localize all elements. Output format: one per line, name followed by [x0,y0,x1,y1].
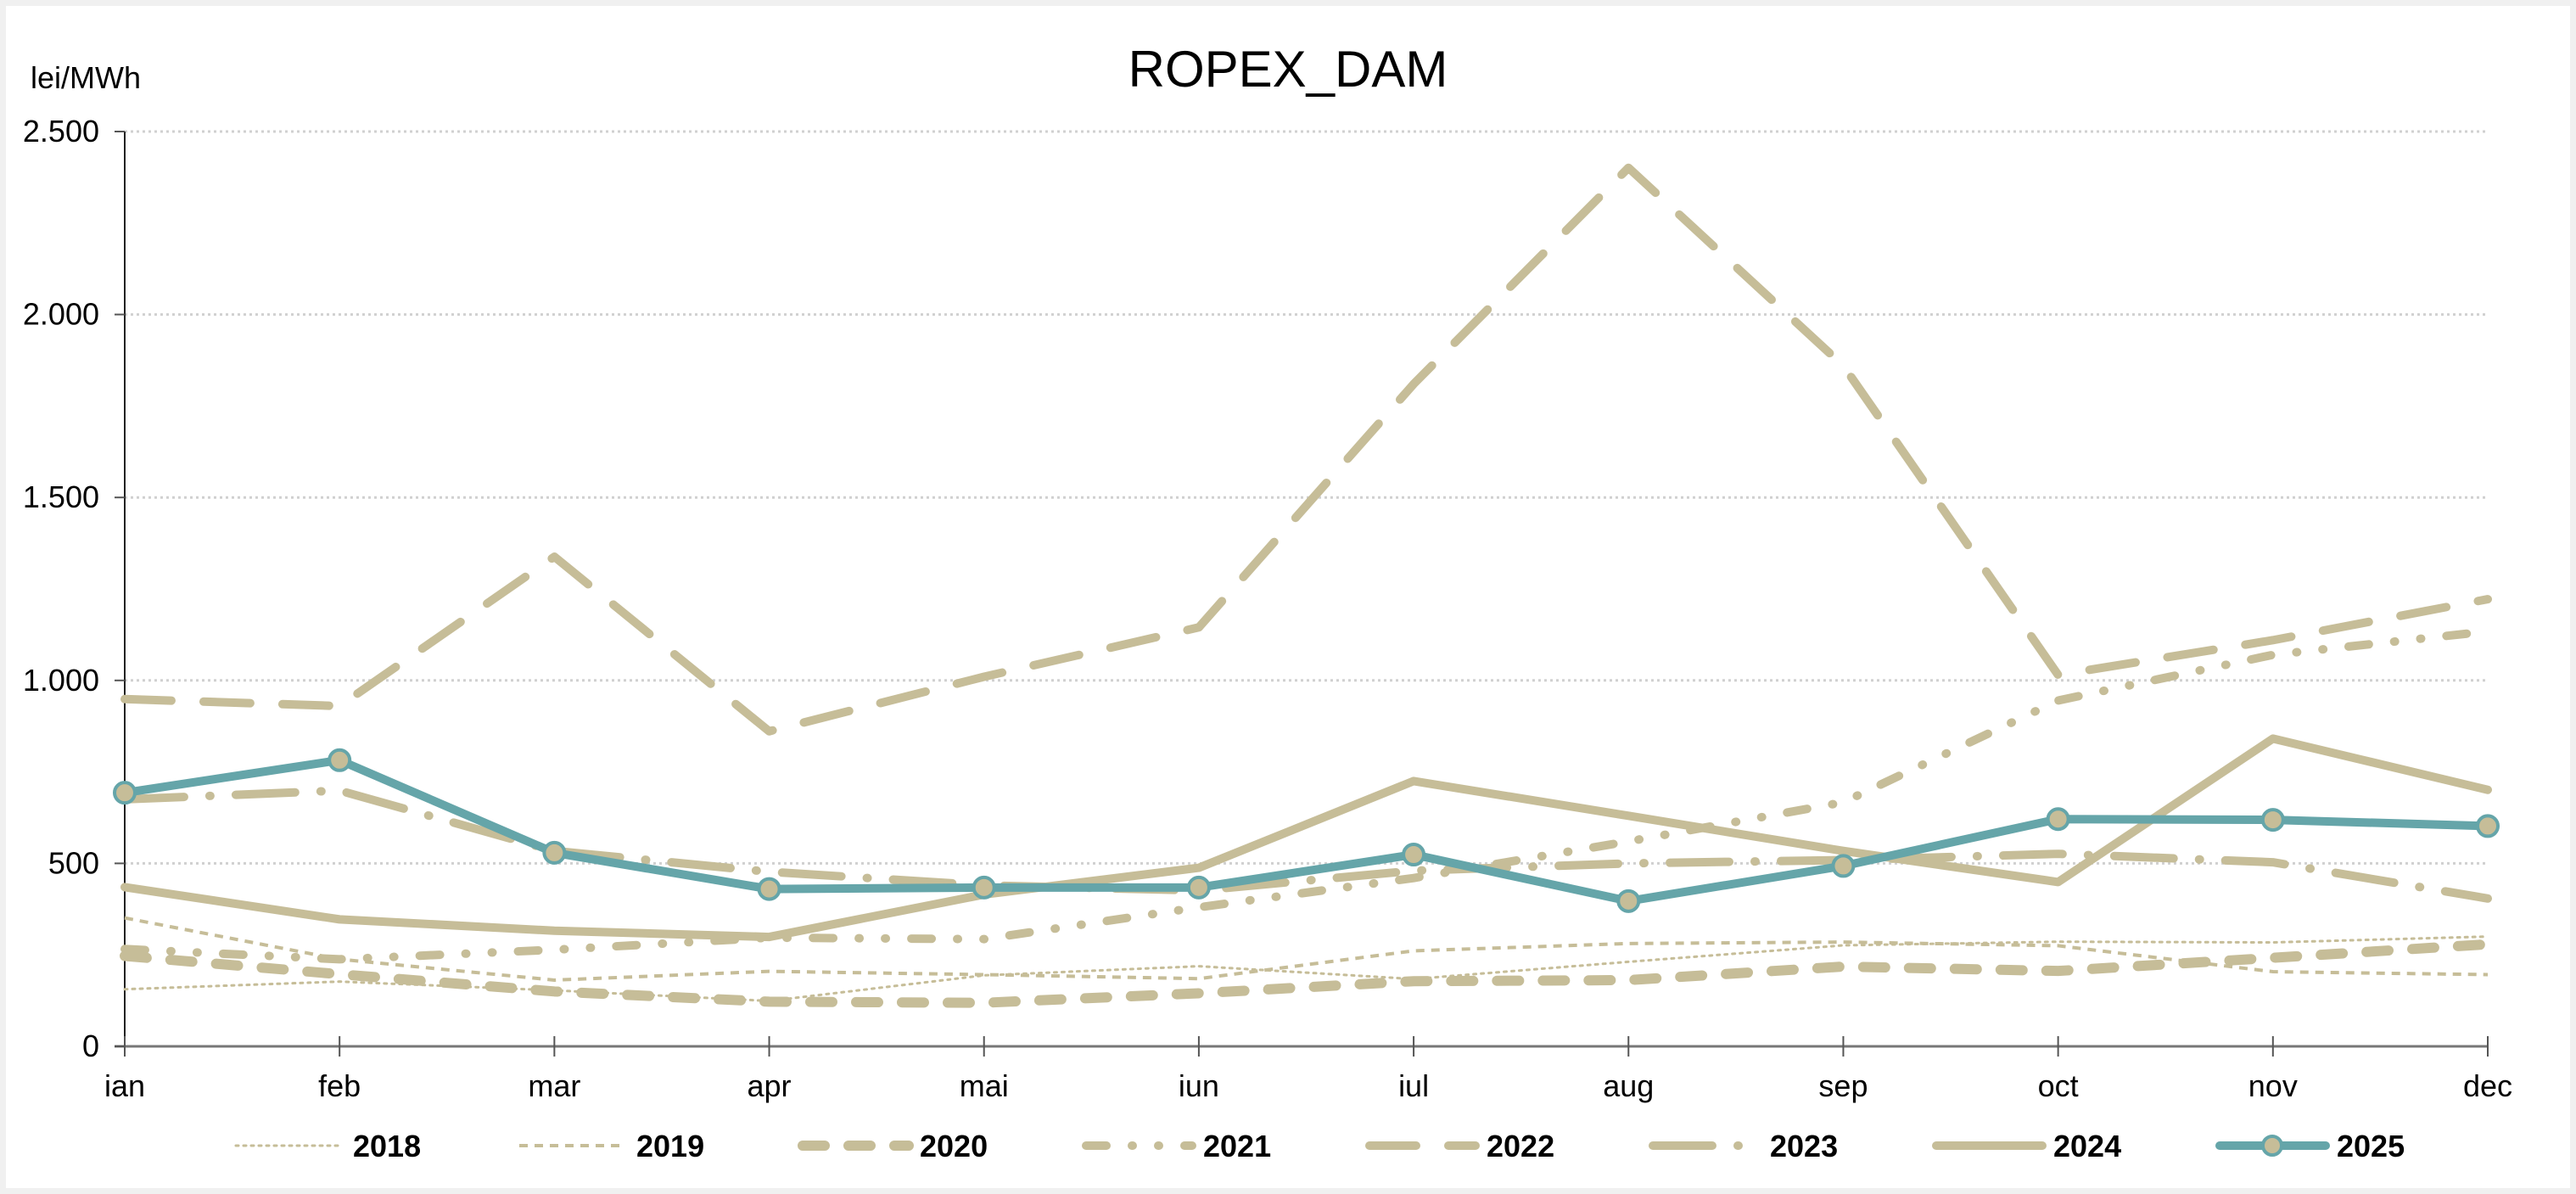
x-tick-label: ian [104,1068,145,1103]
series-2024 [120,734,2492,942]
series-line-2020 [120,939,2493,1008]
series-line-2021 [120,627,2492,964]
legend-item-2024: 2024 [1932,1129,2121,1163]
x-axis-ticks: ian feb mar apr mai iun iul aug sep oct nov dec [104,1036,2512,1103]
x-tick-label: aug [1603,1068,1654,1103]
data-point-2025 [2260,808,2285,832]
legend-label-2020: 2020 [920,1129,988,1163]
y-tick-label: 0 [82,1029,99,1063]
y-axis-unit-label: lei/MWh [31,60,141,95]
legend-label-2018: 2018 [353,1129,421,1163]
y-tick-label: 2.000 [23,297,99,332]
series-2023 [120,786,2492,903]
data-point-2025 [328,748,352,772]
legend-label-2024: 2024 [2053,1129,2121,1163]
gridlines [125,130,2488,865]
data-point-2025 [1186,875,1211,900]
x-tick-label: iun [1179,1068,1219,1103]
series-2022 [120,163,2492,736]
legend-item-2023: 2023 [1649,1129,1838,1163]
series-line-2023 [120,786,2492,903]
data-point-2025 [2476,814,2500,838]
data-point-2025 [2046,807,2070,832]
series-2020 [120,939,2493,1008]
y-tick-label: 500 [48,845,99,880]
series-line-2024 [120,734,2492,942]
legend-label-2022: 2022 [1487,1129,1554,1163]
x-tick-label: mar [528,1068,580,1103]
legend-label-2019: 2019 [636,1129,704,1163]
series-2018 [123,935,2489,1003]
legend-label-2025: 2025 [2337,1129,2405,1163]
data-point-2025 [1616,888,1641,913]
y-tick-label: 1.500 [23,479,99,514]
series-lines [113,163,2500,1008]
data-point-2025 [542,840,567,865]
legend-label-2021: 2021 [1203,1129,1271,1163]
legend-label-2023: 2023 [1770,1129,1838,1163]
legend-item-2019: 2019 [519,1129,704,1163]
legend: 2018 2019 2020 2021 2022 2023 2024 2025 [234,1129,2405,1163]
series-2019 [124,916,2489,982]
legend-item-2021: 2021 [1082,1129,1271,1163]
data-point-2025 [1831,854,1856,878]
x-tick-label: mai [960,1068,1009,1103]
x-tick-label: apr [748,1068,792,1103]
x-tick-label: sep [1818,1068,1868,1103]
x-tick-label: dec [2463,1068,2512,1103]
data-point-2025 [757,877,781,901]
legend-item-2018: 2018 [234,1129,421,1163]
series-2021 [120,627,2492,964]
axes [115,132,2488,1055]
y-axis-ticks: 0 500 1.000 1.500 2.000 2.500 [23,114,125,1063]
series-line-2018 [123,935,2489,1003]
data-point-2025 [972,875,996,900]
chart-title: ROPEX_DAM [1128,41,1448,98]
y-tick-label: 2.500 [23,114,99,149]
legend-item-2020: 2020 [798,1129,988,1163]
series-line-2019 [124,916,2489,982]
x-tick-label: feb [318,1068,361,1103]
legend-item-2025: 2025 [2215,1129,2405,1163]
legend-marker-2025 [2261,1135,2283,1157]
series-2025 [113,748,2500,913]
x-tick-label: oct [2038,1068,2079,1103]
legend-item-2022: 2022 [1365,1129,1554,1163]
x-tick-label: iul [1398,1068,1429,1103]
data-point-2025 [113,781,137,805]
series-line-2025 [120,755,2492,905]
y-tick-label: 1.000 [23,663,99,698]
data-point-2025 [1402,843,1426,867]
series-line-2022 [120,163,2492,736]
x-tick-label: nov [2248,1068,2298,1103]
